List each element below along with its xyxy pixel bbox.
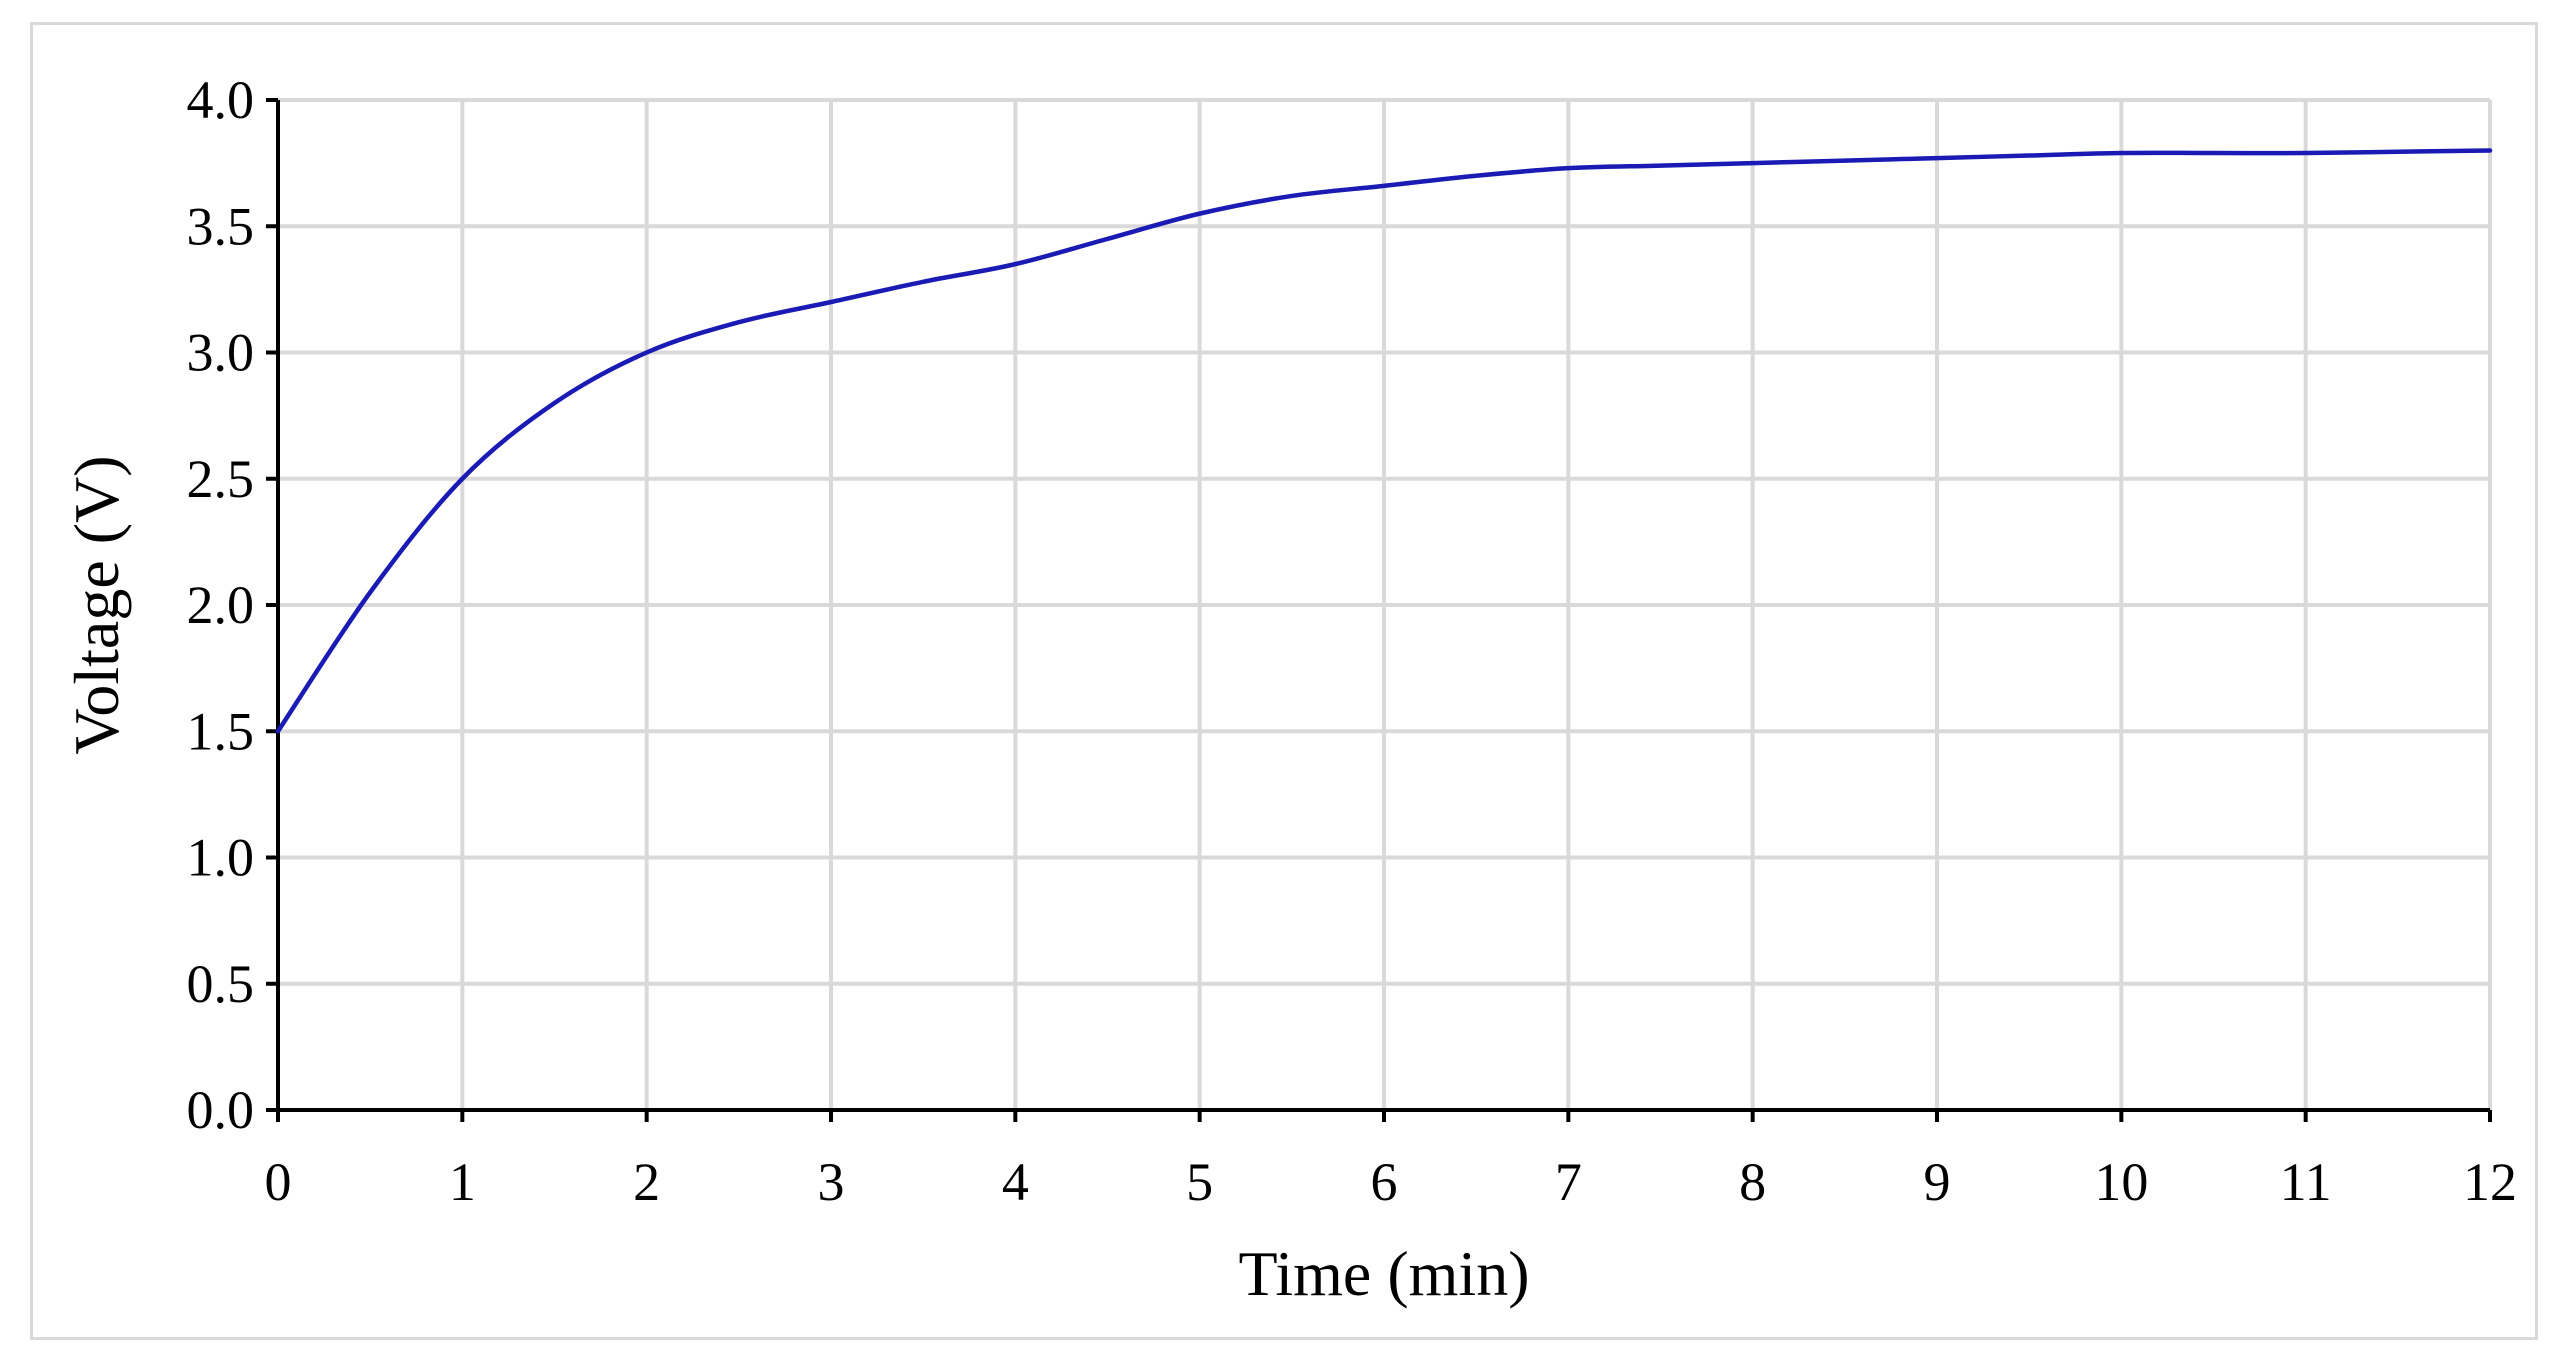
tick-labels: 0.00.51.01.52.02.53.03.54.00 1 2 3 4 5 6 7 8 9 10 1…	[187, 70, 2518, 1212]
x-tick-label: 12	[2463, 1152, 2517, 1212]
x-tick-label: 0	[265, 1152, 292, 1212]
x-tick-label: 7	[1555, 1152, 1582, 1212]
chart-frame	[30, 22, 2538, 1340]
x-tick-label: 6	[1371, 1152, 1398, 1212]
y-tick-label: 4.0	[187, 70, 255, 130]
x-tick-label: 3	[818, 1152, 845, 1212]
y-tick-label: 3.0	[187, 323, 255, 383]
axes	[266, 98, 2492, 1122]
y-tick-label: 0.0	[187, 1080, 255, 1140]
x-axis-title: Time (min)	[1239, 1238, 1530, 1309]
y-tick-label: 2.0	[187, 575, 255, 635]
voltage-series-line	[275, 148, 2493, 734]
y-tick-label: 2.5	[187, 449, 255, 509]
y-tick-label: 1.5	[187, 701, 255, 761]
x-tick-label: 2	[633, 1152, 660, 1212]
y-tick-label: 0.5	[187, 954, 255, 1014]
x-tick-label: 10	[2094, 1152, 2148, 1212]
y-tick-label: 3.5	[187, 196, 255, 256]
x-tick-label: 9	[1924, 1152, 1951, 1212]
x-tick-label: 4	[1002, 1152, 1029, 1212]
x-tick-label: 5	[1186, 1152, 1213, 1212]
y-axis-title: Voltage (V)	[61, 455, 132, 754]
grid	[278, 98, 2492, 1110]
y-tick-label: 1.0	[187, 828, 255, 888]
series-layer	[275, 148, 2493, 734]
x-tick-label: 1	[449, 1152, 476, 1212]
x-tick-label: 8	[1739, 1152, 1766, 1212]
x-tick-label: 11	[2280, 1152, 2332, 1212]
